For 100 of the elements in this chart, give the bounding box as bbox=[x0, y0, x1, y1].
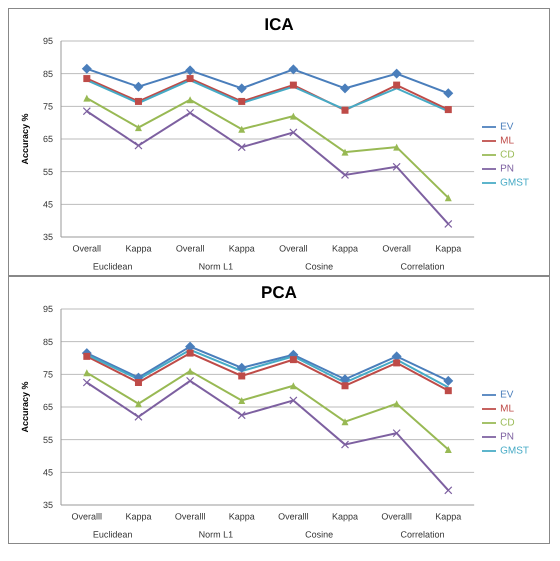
point bbox=[289, 128, 298, 137]
point bbox=[186, 376, 194, 385]
y-tick-label: 35 bbox=[42, 500, 53, 510]
point bbox=[236, 362, 247, 373]
x-tick-label: Kappa bbox=[435, 511, 462, 522]
point bbox=[134, 379, 142, 386]
text: Correlation bbox=[400, 261, 444, 272]
point bbox=[342, 106, 349, 114]
text: Norm L1 bbox=[198, 529, 234, 540]
point bbox=[393, 82, 400, 89]
legend-label: PN bbox=[500, 432, 514, 443]
text: Norm L1 bbox=[198, 261, 234, 272]
point bbox=[342, 148, 349, 156]
x-tick-label: Overall bbox=[72, 243, 102, 254]
legend-label: EV bbox=[500, 390, 514, 401]
point bbox=[238, 143, 246, 152]
point bbox=[444, 486, 452, 494]
point bbox=[392, 68, 402, 79]
point bbox=[444, 106, 452, 114]
x-tick-label: Overalll bbox=[72, 511, 102, 522]
point bbox=[238, 411, 246, 420]
y-axis-title: Accuracy % bbox=[20, 381, 30, 433]
point bbox=[186, 96, 194, 104]
text: Cosine bbox=[305, 529, 334, 540]
legend-label: PN bbox=[500, 164, 514, 175]
point bbox=[83, 352, 90, 360]
point bbox=[82, 107, 91, 116]
legend-label: EV bbox=[500, 122, 514, 133]
point bbox=[290, 112, 297, 120]
y-tick-label: 55 bbox=[42, 166, 53, 177]
point bbox=[444, 220, 452, 228]
x-tick-label: Kappa bbox=[332, 511, 358, 522]
x-tick-label: Overalll bbox=[381, 511, 412, 522]
point bbox=[290, 82, 297, 89]
x-tick-label: Kappa bbox=[125, 511, 152, 522]
point bbox=[133, 82, 144, 92]
x-tick-label: Overall bbox=[176, 243, 204, 254]
point bbox=[82, 378, 91, 387]
point bbox=[134, 400, 142, 408]
x-tick-label: Kappa bbox=[332, 243, 358, 254]
point bbox=[444, 387, 452, 394]
point bbox=[134, 98, 142, 105]
y-tick-label: 75 bbox=[42, 370, 53, 380]
legend-label: ML bbox=[500, 136, 514, 147]
point bbox=[238, 126, 246, 133]
point bbox=[83, 369, 90, 376]
text: Euclidean bbox=[92, 529, 132, 540]
point bbox=[290, 382, 297, 390]
text: Euclidean bbox=[92, 261, 132, 272]
point bbox=[186, 108, 194, 117]
point bbox=[134, 124, 142, 132]
chart-title: PCA bbox=[260, 282, 298, 303]
point bbox=[289, 396, 298, 405]
y-tick-label: 65 bbox=[42, 134, 53, 144]
point bbox=[238, 372, 246, 380]
point bbox=[444, 446, 452, 453]
point bbox=[82, 64, 92, 74]
x-tick-label: Overalll bbox=[174, 511, 206, 522]
y-tick-label: 95 bbox=[42, 304, 53, 314]
point bbox=[186, 368, 194, 375]
point bbox=[134, 141, 143, 150]
point bbox=[392, 429, 401, 438]
point bbox=[340, 440, 350, 449]
text: Cosine bbox=[305, 261, 334, 272]
point bbox=[342, 382, 349, 390]
y-tick-label: 45 bbox=[42, 200, 53, 210]
legend-label: CD bbox=[500, 150, 515, 161]
point bbox=[443, 88, 454, 98]
point bbox=[393, 359, 400, 366]
point bbox=[236, 83, 247, 94]
point bbox=[238, 98, 246, 105]
point bbox=[83, 94, 90, 102]
x-tick-label: Kappa bbox=[125, 243, 152, 254]
y-tick-label: 45 bbox=[42, 468, 53, 478]
point bbox=[340, 170, 350, 180]
point bbox=[342, 418, 349, 426]
point bbox=[186, 75, 194, 82]
x-tick-label: Kappa bbox=[228, 243, 255, 254]
y-tick-label: 75 bbox=[42, 102, 53, 112]
point bbox=[290, 356, 297, 364]
point bbox=[288, 64, 298, 74]
point bbox=[185, 65, 196, 76]
y-tick-label: 65 bbox=[42, 402, 53, 412]
point bbox=[134, 412, 143, 421]
legend-label: GMST bbox=[500, 178, 529, 189]
point bbox=[83, 75, 90, 82]
point bbox=[444, 194, 452, 202]
y-tick-label: 85 bbox=[42, 68, 53, 79]
x-tick-label: Overalll bbox=[278, 511, 309, 522]
point bbox=[238, 396, 246, 404]
y-tick-label: 85 bbox=[42, 336, 53, 347]
x-tick-label: Kappa bbox=[228, 511, 255, 522]
legend-label: ML bbox=[500, 404, 514, 415]
point bbox=[186, 350, 194, 357]
point bbox=[340, 83, 350, 94]
legend-label: GMST bbox=[500, 446, 529, 457]
point bbox=[393, 400, 400, 408]
x-tick-label: Overall bbox=[279, 243, 308, 254]
y-tick-label: 35 bbox=[42, 232, 53, 242]
y-tick-label: 95 bbox=[42, 36, 53, 46]
